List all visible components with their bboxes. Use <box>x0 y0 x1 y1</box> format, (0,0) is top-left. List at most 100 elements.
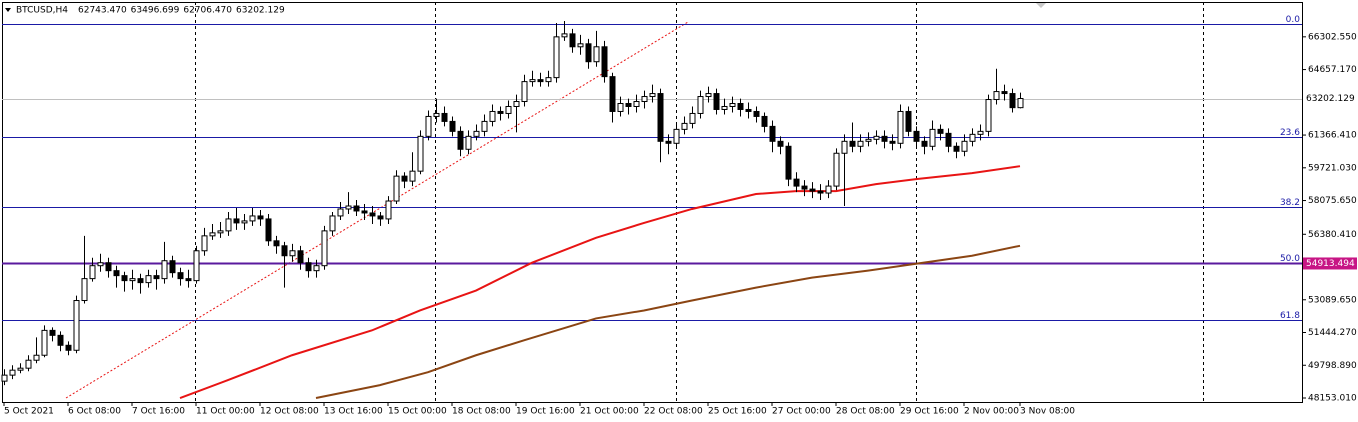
candle-body <box>769 125 776 142</box>
candle-body <box>753 110 760 117</box>
candle-body <box>241 220 248 224</box>
candle-body <box>857 140 864 147</box>
candle-body <box>225 218 232 232</box>
candle-body <box>641 96 648 103</box>
candle-body <box>273 240 280 247</box>
fib-label: 0.0 <box>1286 15 1301 25</box>
candle-body <box>449 120 456 132</box>
candle-body <box>673 128 680 144</box>
x-tick-label: 5 Oct 2021 <box>4 407 54 417</box>
candle-body <box>17 367 24 371</box>
candle-body <box>889 140 896 144</box>
plot-border <box>2 2 1303 403</box>
candle-body <box>993 91 1000 101</box>
candle-body <box>689 112 696 124</box>
candle-body <box>33 354 40 361</box>
candle-body <box>761 115 768 127</box>
candle-body <box>89 265 96 280</box>
candle-body <box>961 140 968 152</box>
candle-body <box>489 110 496 122</box>
candle-body <box>713 93 720 110</box>
candle-body <box>401 175 408 182</box>
candle-body <box>433 112 440 117</box>
candle-body <box>649 93 656 98</box>
candle-body <box>705 93 712 98</box>
candle-body <box>257 215 264 220</box>
candle-body <box>513 101 520 107</box>
candle-body <box>281 245 288 257</box>
candle-body <box>497 110 504 114</box>
candle-body <box>985 99 992 132</box>
candle-body <box>665 140 672 144</box>
fib-trend-line <box>65 21 689 399</box>
candle-body <box>145 275 152 284</box>
candle-body <box>681 122 688 130</box>
candle-body <box>81 278 88 302</box>
candle-body <box>113 270 120 277</box>
fib-label: 50.0 <box>1280 254 1300 264</box>
candle-body <box>185 278 192 282</box>
candle-body <box>153 275 160 280</box>
candle-body <box>481 120 488 132</box>
candle-body <box>913 130 920 142</box>
candle-body <box>545 77 552 83</box>
candle-body <box>817 190 824 194</box>
candle-body <box>353 205 360 212</box>
candle-body <box>49 329 56 336</box>
candle-body <box>881 135 888 142</box>
candle-body <box>833 152 840 187</box>
candle-body <box>529 79 536 83</box>
candle-body <box>25 359 32 369</box>
x-tick-label: 29 Oct 16:00 <box>900 407 959 417</box>
candle-body <box>609 76 616 112</box>
candle-body <box>209 232 216 237</box>
x-tick-label: 22 Oct 08:00 <box>644 407 703 417</box>
candle-body <box>777 140 784 147</box>
y-tick-label: 51444.270 <box>1308 328 1357 338</box>
candle-body <box>1 374 8 382</box>
candle-body <box>473 130 480 137</box>
ohlc-value: 63202.129 <box>236 6 285 16</box>
candle-body <box>937 128 944 134</box>
candle-body <box>1001 91 1008 95</box>
candle-body <box>385 200 392 220</box>
candle-body <box>329 215 336 232</box>
y-tick-label: 66302.550 <box>1308 32 1357 42</box>
moving-average <box>315 244 1021 400</box>
candle-body <box>825 185 832 194</box>
ohlc-value: 62706.470 <box>183 6 232 16</box>
x-tick-label: 27 Oct 00:00 <box>772 407 831 417</box>
shift-marker <box>1036 3 1046 8</box>
candle-body <box>505 105 512 114</box>
fib-label: 61.8 <box>1280 311 1300 321</box>
candle-body <box>905 110 912 132</box>
candle-body <box>585 43 592 63</box>
candle-body <box>969 133 976 142</box>
x-tick-label: 21 Oct 00:00 <box>580 407 639 417</box>
candle-body <box>121 275 128 282</box>
candle-body <box>297 250 304 264</box>
candle-body <box>97 262 104 267</box>
x-tick-label: 25 Oct 16:00 <box>708 407 767 417</box>
candle-body <box>369 212 376 217</box>
candle-body <box>569 33 576 48</box>
price-label: 54913.494 <box>1306 259 1355 269</box>
candle-body <box>137 278 144 284</box>
candle-body <box>521 81 528 103</box>
candle-body <box>361 210 368 214</box>
period-separators <box>195 2 1204 402</box>
candle-body <box>193 250 200 282</box>
candle-body <box>305 262 312 272</box>
candle-body <box>337 208 344 217</box>
candle-body <box>105 262 112 272</box>
chart-title: BTCUSD,H4 <box>16 6 68 16</box>
candle-body <box>233 218 240 224</box>
fib-label: 38.2 <box>1280 198 1300 208</box>
candle-body <box>377 215 384 220</box>
candle-body <box>721 105 728 110</box>
fib-label: 23.6 <box>1280 128 1300 138</box>
candle-body <box>745 108 752 112</box>
candle-body <box>265 218 272 242</box>
candle-body <box>953 145 960 152</box>
candle-body <box>921 140 928 147</box>
